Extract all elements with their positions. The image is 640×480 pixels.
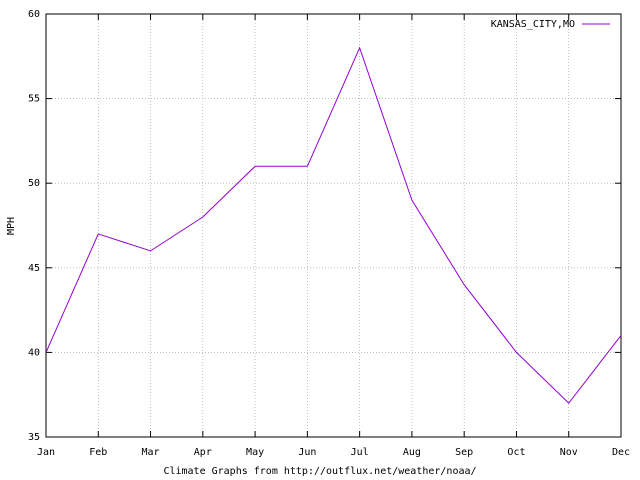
y-tick-label: 55 xyxy=(28,94,40,105)
x-axis-label: Climate Graphs from http://outflux.net/w… xyxy=(163,466,476,477)
y-tick-label: 60 xyxy=(28,9,40,20)
x-tick-label: Mar xyxy=(142,447,160,458)
data-line xyxy=(45,46,622,404)
plot-frame xyxy=(45,13,622,438)
x-tick-label: May xyxy=(246,447,264,458)
legend-label: KANSAS_CITY,MO xyxy=(491,19,575,30)
x-tick-label: Dec xyxy=(612,447,630,458)
y-axis-label: MPH xyxy=(6,217,17,235)
x-tick-label: Jul xyxy=(351,447,369,458)
y-tick-label: 50 xyxy=(28,178,40,189)
x-tick-label: Jan xyxy=(37,447,55,458)
x-tick-label: Feb xyxy=(89,447,107,458)
x-tick-label: Jun xyxy=(298,447,316,458)
x-tick-label: Nov xyxy=(560,447,578,458)
x-tick-label: Apr xyxy=(194,447,212,458)
y-tick-label: 35 xyxy=(28,432,40,443)
x-tick-label: Oct xyxy=(507,447,525,458)
y-tick-label: 45 xyxy=(28,263,40,274)
y-tick-label: 40 xyxy=(28,347,40,358)
x-tick-label: Aug xyxy=(403,447,421,458)
x-tick-label: Sep xyxy=(455,447,473,458)
